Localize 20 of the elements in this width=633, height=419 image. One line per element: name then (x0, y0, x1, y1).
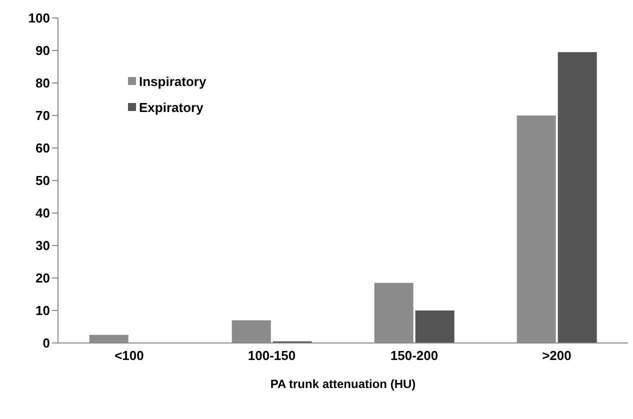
bar (558, 52, 597, 343)
y-tick-label: 60 (36, 140, 50, 156)
y-tick-label: 70 (36, 108, 50, 124)
legend-label: Inspiratory (139, 74, 206, 88)
x-tick-label: <100 (114, 348, 144, 364)
y-tick-label: 90 (36, 43, 50, 58)
y-tick-label: 50 (36, 173, 50, 188)
y-tick-label: 20 (36, 270, 50, 286)
y-tick-label: 30 (36, 238, 50, 254)
legend-label: Expiratory (139, 100, 204, 114)
x-tick-label: 100-150 (248, 348, 296, 364)
x-tick-label: >200 (542, 348, 572, 364)
y-tick-label: 0 (42, 336, 50, 351)
x-tick-label: 150-200 (390, 348, 438, 364)
y-tick-label: 40 (36, 206, 50, 221)
bar (415, 310, 454, 343)
x-axis-title: PA trunk attenuation (HU) (270, 377, 416, 391)
y-tick-label: 100 (28, 10, 50, 26)
y-tick-label: 80 (36, 76, 50, 91)
y-tick-label: 10 (36, 303, 50, 318)
